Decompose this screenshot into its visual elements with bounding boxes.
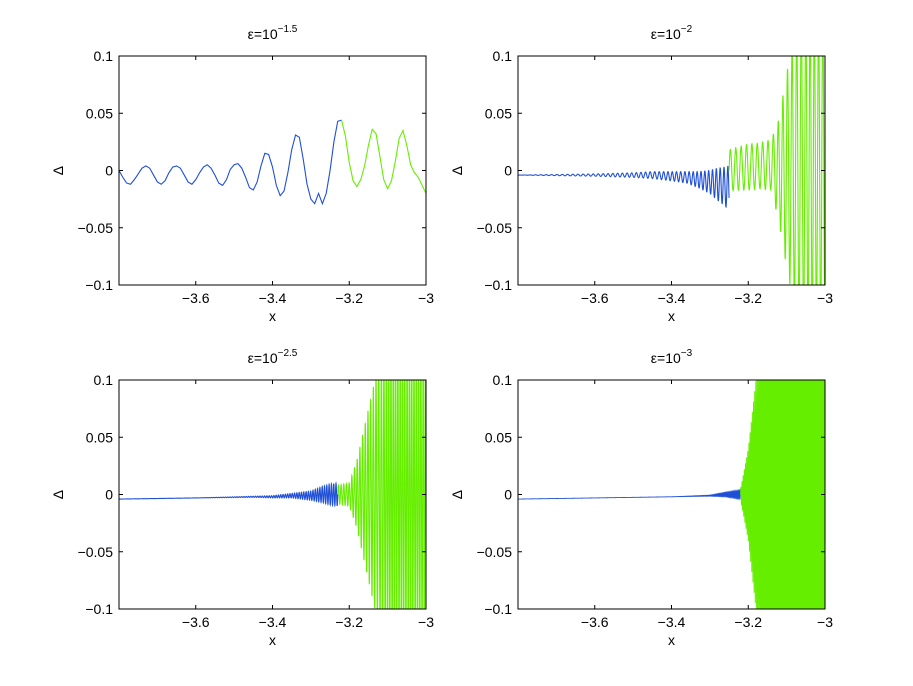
y-tick-label: 0 — [504, 487, 512, 503]
x-tick-label: −3 — [418, 614, 434, 630]
y-tick-label: 0.1 — [94, 48, 114, 64]
chart-title-exponent: −2.5 — [278, 348, 298, 359]
series-line-1 — [518, 165, 730, 209]
chart-title: ε=10−1.5 — [248, 24, 298, 42]
series-line-1 — [119, 481, 339, 508]
y-tick-label: −0.05 — [477, 544, 513, 560]
x-axis-label: x — [269, 632, 276, 648]
x-tick-label: −3.6 — [581, 290, 609, 306]
series-line-2 — [740, 380, 825, 609]
y-axis-label: Δ — [50, 166, 66, 175]
x-tick-label: −3.2 — [335, 614, 363, 630]
x-tick-label: −3 — [418, 290, 434, 306]
series-line-2 — [341, 119, 426, 194]
y-tick-label: −0.05 — [78, 544, 114, 560]
series-line-1 — [119, 119, 342, 206]
y-tick-label: 0.1 — [493, 372, 513, 388]
chart-title: ε=10−2 — [651, 24, 693, 42]
x-tick-label: −3.2 — [734, 614, 762, 630]
y-tick-label: −0.1 — [484, 601, 512, 617]
chart-title-exponent: −1.5 — [278, 24, 298, 35]
chart-title: ε=10−2.5 — [248, 348, 298, 366]
chart-panel-2: −3.6 −3.4 −3.2 −3 −0.1 −0.05 0 0.05 0.1 x Δε=10−2 — [449, 24, 833, 324]
y-tick-label: 0.05 — [485, 429, 512, 445]
y-tick-label: −0.05 — [477, 220, 513, 236]
chart-title-exponent: −3 — [681, 348, 693, 359]
x-axis-label: x — [668, 632, 675, 648]
y-tick-label: 0 — [105, 487, 113, 503]
y-tick-label: 0.1 — [493, 48, 513, 64]
x-tick-label: −3.6 — [182, 614, 210, 630]
x-tick-label: −3.6 — [581, 614, 609, 630]
chart-title: ε=10−3 — [651, 348, 693, 366]
x-tick-label: −3.4 — [658, 290, 686, 306]
y-tick-label: 0 — [105, 163, 113, 179]
x-axis-label: x — [269, 308, 276, 324]
y-tick-label: 0.05 — [485, 105, 512, 121]
y-tick-label: −0.1 — [85, 277, 113, 293]
y-axis-label: Δ — [449, 490, 465, 499]
y-tick-label: 0 — [504, 163, 512, 179]
series-line-2 — [728, 56, 825, 285]
y-axis-label: Δ — [449, 166, 465, 175]
x-tick-label: −3.6 — [182, 290, 210, 306]
axes-box — [118, 55, 427, 286]
y-tick-label: −0.1 — [85, 601, 113, 617]
series-group — [518, 56, 825, 285]
chart-title-exponent: −2 — [681, 24, 693, 35]
chart-title-base: ε=10 — [248, 26, 278, 42]
chart-title-base: ε=10 — [248, 350, 278, 366]
y-axis-label: Δ — [50, 490, 66, 499]
y-tick-label: 0.05 — [86, 105, 113, 121]
x-tick-label: −3.4 — [259, 614, 287, 630]
series-group — [119, 119, 426, 206]
x-tick-label: −3.2 — [734, 290, 762, 306]
y-tick-label: 0.05 — [86, 429, 113, 445]
series-line-1 — [518, 488, 742, 501]
chart-title-base: ε=10 — [651, 350, 681, 366]
chart-panel-1: −3.6 −3.4 −3.2 −3 −0.1 −0.05 0 0.05 0.1 x Δε=10−1.… — [50, 24, 434, 324]
series-line-2 — [337, 380, 426, 609]
chart-title-base: ε=10 — [651, 26, 681, 42]
x-tick-label: −3.2 — [335, 290, 363, 306]
x-tick-label: −3 — [817, 614, 833, 630]
y-tick-label: 0.1 — [94, 372, 114, 388]
y-tick-label: −0.05 — [78, 220, 114, 236]
series-group — [518, 380, 825, 609]
x-tick-label: −3.4 — [259, 290, 287, 306]
x-tick-label: −3 — [817, 290, 833, 306]
x-tick-label: −3.4 — [658, 614, 686, 630]
y-tick-label: −0.1 — [484, 277, 512, 293]
series-group — [119, 380, 426, 609]
chart-panel-3: −3.6 −3.4 −3.2 −3 −0.1 −0.05 0 0.05 0.1 x Δε=10−2.… — [50, 348, 434, 648]
x-axis-label: x — [668, 308, 675, 324]
